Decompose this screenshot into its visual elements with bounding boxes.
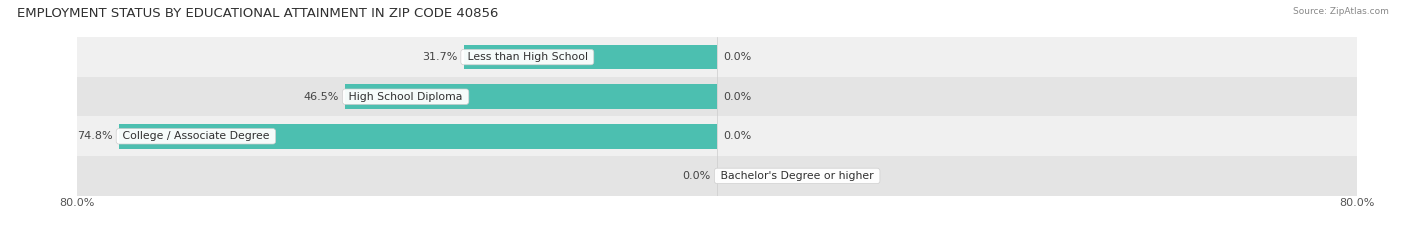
- Text: 46.5%: 46.5%: [304, 92, 339, 102]
- Text: 0.0%: 0.0%: [682, 171, 710, 181]
- Text: 0.0%: 0.0%: [724, 52, 752, 62]
- Text: Source: ZipAtlas.com: Source: ZipAtlas.com: [1294, 7, 1389, 16]
- Text: 74.8%: 74.8%: [77, 131, 112, 141]
- Text: 0.0%: 0.0%: [724, 171, 752, 181]
- Bar: [77, 77, 1357, 116]
- Bar: [120, 124, 717, 149]
- Text: 0.0%: 0.0%: [724, 92, 752, 102]
- Text: College / Associate Degree: College / Associate Degree: [120, 131, 273, 141]
- Text: 31.7%: 31.7%: [422, 52, 457, 62]
- Text: High School Diploma: High School Diploma: [346, 92, 467, 102]
- Text: 0.0%: 0.0%: [724, 131, 752, 141]
- Bar: [77, 116, 1357, 156]
- Bar: [77, 37, 1357, 77]
- Text: Less than High School: Less than High School: [464, 52, 591, 62]
- Bar: [77, 156, 1357, 196]
- Text: Bachelor's Degree or higher: Bachelor's Degree or higher: [717, 171, 877, 181]
- Bar: [464, 45, 717, 69]
- Bar: [346, 84, 717, 109]
- Text: EMPLOYMENT STATUS BY EDUCATIONAL ATTAINMENT IN ZIP CODE 40856: EMPLOYMENT STATUS BY EDUCATIONAL ATTAINM…: [17, 7, 498, 20]
